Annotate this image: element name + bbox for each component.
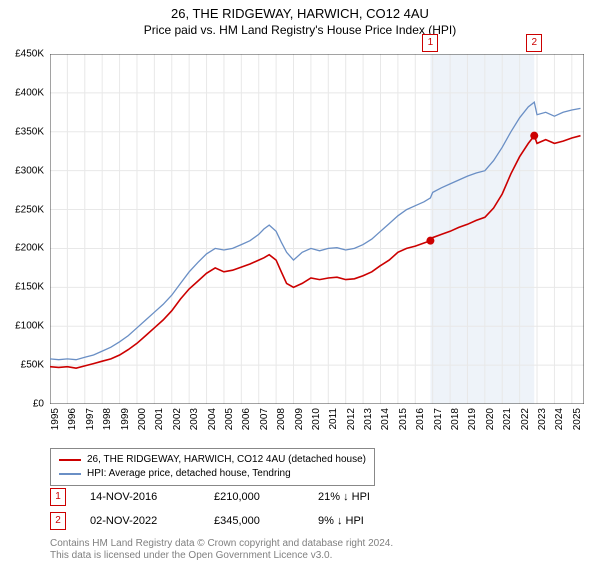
sale-price-2: £345,000	[214, 515, 294, 527]
x-tick-label: 2024	[554, 408, 565, 430]
y-tick-label: £150K	[15, 282, 44, 293]
y-tick-label: £350K	[15, 126, 44, 137]
x-tick-label: 2016	[415, 408, 426, 430]
sale-marker-1: 1	[50, 488, 66, 506]
y-tick-label: £200K	[15, 243, 44, 254]
x-tick-label: 2010	[311, 408, 322, 430]
x-tick-label: 2021	[502, 408, 513, 430]
page-title: 26, THE RIDGEWAY, HARWICH, CO12 4AU	[0, 6, 600, 21]
y-tick-label: £300K	[15, 165, 44, 176]
x-tick-label: 2000	[137, 408, 148, 430]
footer-line-2: This data is licensed under the Open Gov…	[50, 550, 332, 562]
sale-date-2: 02-NOV-2022	[90, 515, 190, 527]
chart: £0£50K£100K£150K£200K£250K£300K£350K£400…	[50, 54, 584, 404]
sale-delta-1: 21% ↓ HPI	[318, 491, 370, 503]
x-tick-label: 2015	[398, 408, 409, 430]
page-subtitle: Price paid vs. HM Land Registry's House …	[0, 23, 600, 37]
x-tick-label: 2008	[276, 408, 287, 430]
x-tick-label: 2014	[380, 408, 391, 430]
x-tick-label: 2023	[537, 408, 548, 430]
x-tick-label: 2009	[294, 408, 305, 430]
sale-price-1: £210,000	[214, 491, 294, 503]
y-tick-label: £400K	[15, 87, 44, 98]
legend-label: HPI: Average price, detached house, Tend…	[87, 467, 291, 481]
x-tick-label: 1998	[102, 408, 113, 430]
legend-swatch	[59, 473, 81, 475]
y-tick-label: £50K	[21, 360, 44, 371]
y-tick-label: £250K	[15, 204, 44, 215]
x-tick-label: 1996	[67, 408, 78, 430]
chart-svg	[50, 54, 584, 404]
sale-row-2: 2 02-NOV-2022 £345,000 9% ↓ HPI	[50, 512, 364, 530]
y-tick-label: £0	[33, 399, 44, 410]
x-tick-label: 2001	[154, 408, 165, 430]
sale-marker-2: 2	[50, 512, 66, 530]
legend-label: 26, THE RIDGEWAY, HARWICH, CO12 4AU (det…	[87, 453, 366, 467]
x-tick-label: 2005	[224, 408, 235, 430]
y-tick-label: £100K	[15, 321, 44, 332]
x-tick-label: 2011	[328, 408, 339, 430]
sale-delta-2: 9% ↓ HPI	[318, 515, 364, 527]
legend-row: 26, THE RIDGEWAY, HARWICH, CO12 4AU (det…	[59, 453, 366, 467]
x-tick-label: 1995	[50, 408, 61, 430]
x-tick-label: 2022	[520, 408, 531, 430]
x-tick-label: 2002	[172, 408, 183, 430]
x-tick-label: 2020	[485, 408, 496, 430]
legend-row: HPI: Average price, detached house, Tend…	[59, 467, 366, 481]
legend-swatch	[59, 459, 81, 461]
x-tick-label: 1999	[120, 408, 131, 430]
chart-marker-1: 1	[422, 34, 438, 52]
x-tick-label: 2012	[346, 408, 357, 430]
x-tick-label: 2017	[433, 408, 444, 430]
x-tick-label: 2025	[572, 408, 583, 430]
x-tick-label: 2019	[467, 408, 478, 430]
sale-row-1: 1 14-NOV-2016 £210,000 21% ↓ HPI	[50, 488, 370, 506]
x-tick-label: 2018	[450, 408, 461, 430]
x-tick-label: 2003	[189, 408, 200, 430]
x-tick-label: 1997	[85, 408, 96, 430]
footer-line-1: Contains HM Land Registry data © Crown c…	[50, 538, 393, 550]
sale-date-1: 14-NOV-2016	[90, 491, 190, 503]
legend: 26, THE RIDGEWAY, HARWICH, CO12 4AU (det…	[50, 448, 375, 486]
x-tick-label: 2006	[241, 408, 252, 430]
x-tick-label: 2007	[259, 408, 270, 430]
x-tick-label: 2004	[207, 408, 218, 430]
y-tick-label: £450K	[15, 49, 44, 60]
x-tick-label: 2013	[363, 408, 374, 430]
chart-marker-2: 2	[526, 34, 542, 52]
